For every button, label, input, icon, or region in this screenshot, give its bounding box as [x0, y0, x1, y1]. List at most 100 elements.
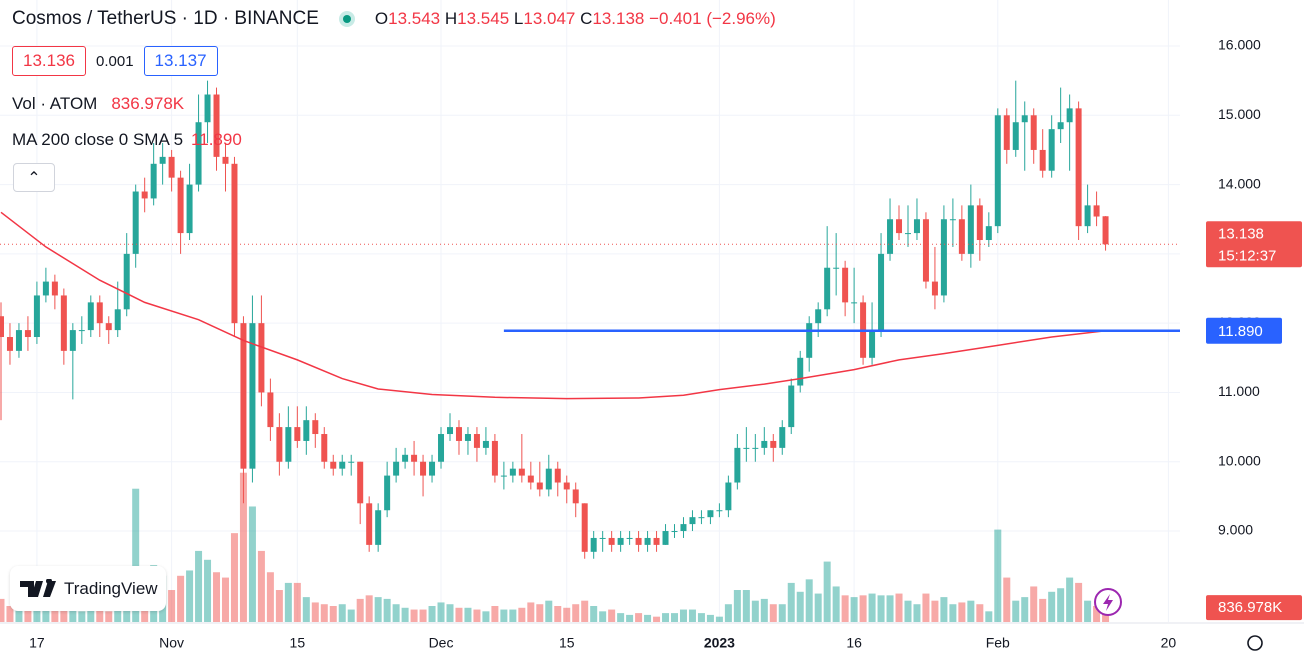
ohlc: O13.543 H13.545 L13.047 C13.138 −0.401 (… — [375, 9, 776, 29]
c-value: 13.138 — [592, 9, 645, 28]
o-value: 13.543 — [388, 9, 441, 28]
y-tick-label: 10.000 — [1218, 452, 1261, 468]
candle-body — [752, 447, 759, 449]
candle-body — [222, 156, 229, 164]
volume-bar — [473, 609, 481, 622]
volume-bar — [455, 607, 463, 622]
volume-bar — [239, 472, 247, 622]
candle-body — [464, 434, 471, 441]
candle-body — [653, 537, 660, 545]
volume-bar — [563, 607, 571, 622]
volume-bar — [985, 611, 993, 622]
candle-body — [6, 337, 13, 351]
o-label: O — [374, 9, 389, 28]
candle-body — [42, 281, 49, 296]
y-tick-label: 9.000 — [1218, 522, 1253, 538]
volume-bar — [168, 590, 176, 622]
candle-body — [411, 454, 418, 462]
settings-icon[interactable] — [1247, 635, 1263, 651]
volume-bar — [1066, 577, 1074, 622]
candle-body — [626, 537, 633, 539]
volume-bar — [213, 572, 221, 622]
volume-bar — [392, 604, 400, 622]
candle-body — [518, 468, 525, 476]
volume-bar — [653, 616, 661, 622]
candle-body — [976, 205, 983, 241]
candle-body — [797, 357, 804, 386]
candle-body — [348, 461, 355, 463]
candle-body — [994, 115, 1001, 227]
candle-body — [150, 163, 157, 199]
volume-bar — [1039, 598, 1047, 622]
candle-body — [69, 330, 76, 351]
candle-body — [24, 330, 31, 338]
volume-bar — [428, 606, 436, 622]
candle-body — [446, 427, 453, 435]
volume-bar — [590, 606, 598, 622]
x-tick-label: 2023 — [704, 635, 735, 651]
candle-body — [1084, 205, 1091, 227]
volume-bar — [527, 602, 535, 622]
volume-bar — [949, 604, 957, 622]
candle-body — [770, 440, 777, 448]
candle-body — [563, 482, 570, 490]
volume-bar — [581, 600, 589, 622]
ask[interactable]: 13.137 — [143, 46, 218, 76]
volume-bar — [823, 561, 831, 622]
candle-body — [1048, 129, 1055, 171]
volume-bar — [1057, 588, 1065, 622]
volume-bar — [15, 609, 23, 622]
c-label: C — [580, 9, 593, 28]
volume-bar — [204, 559, 212, 622]
candle-body — [608, 537, 615, 545]
candle-body — [931, 281, 938, 296]
volume-bar — [374, 597, 382, 622]
candle-body — [78, 330, 85, 332]
volume-bar — [114, 604, 122, 622]
candle-body — [815, 309, 822, 324]
candle-body — [743, 447, 750, 449]
bid[interactable]: 13.136 — [12, 46, 86, 76]
candle-body — [276, 427, 283, 462]
volume-bar — [383, 598, 391, 622]
candle-body — [132, 191, 139, 254]
candle-body — [985, 226, 992, 241]
volume-bar — [769, 604, 777, 622]
candle-body — [267, 392, 274, 428]
candle-body — [1030, 115, 1037, 150]
x-tick-label: Nov — [159, 635, 184, 651]
volume-bar — [132, 488, 140, 622]
volume-bar — [24, 607, 32, 622]
candle-body — [851, 302, 858, 304]
candle-body — [833, 267, 840, 269]
volume-bar — [302, 597, 310, 622]
volume-bar — [437, 602, 445, 622]
collapse-button[interactable]: ⌃ — [13, 163, 55, 192]
candle-body — [141, 191, 148, 199]
candle-body — [527, 475, 534, 483]
candle-body — [231, 163, 238, 324]
volume-bar — [931, 600, 939, 622]
candle-body — [572, 489, 579, 504]
volume-bar — [0, 598, 5, 622]
logo[interactable]: TradingView — [10, 566, 166, 611]
volume-bar — [42, 606, 50, 622]
volume-bar — [186, 570, 194, 622]
candle-body — [1066, 108, 1073, 123]
volume-bar — [796, 591, 804, 622]
volume-bar — [617, 613, 625, 622]
volume-bar — [275, 590, 283, 622]
h-value: 13.545 — [457, 9, 510, 28]
volume-bar — [464, 607, 472, 622]
candle-body — [806, 323, 813, 358]
volume-bar — [760, 598, 768, 622]
volume-price-label: 836.978K — [1218, 599, 1282, 616]
volume-bar — [554, 606, 562, 622]
volume-bar — [419, 609, 427, 622]
x-tick-label: Dec — [429, 635, 454, 651]
candle-body — [420, 461, 427, 476]
candle-body — [680, 524, 687, 532]
volume-bar — [491, 606, 499, 622]
volume-bar — [1075, 582, 1083, 622]
candle-body — [186, 184, 193, 234]
